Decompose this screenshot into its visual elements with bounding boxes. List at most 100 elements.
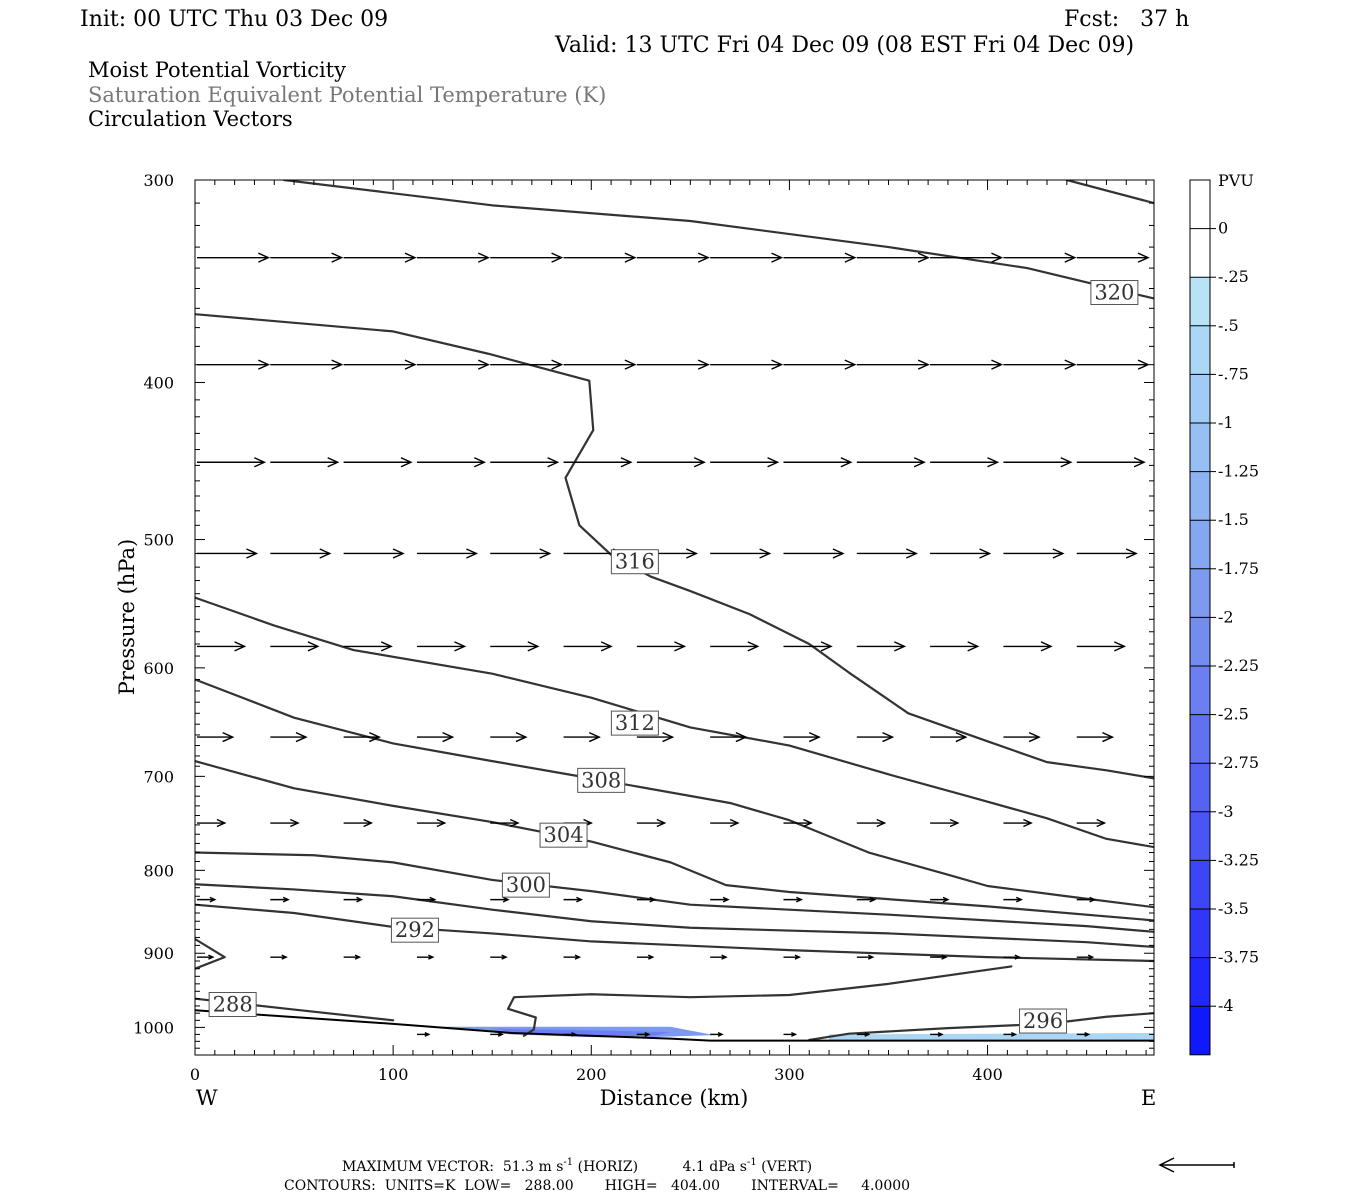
circulation-vector: [1003, 548, 1065, 559]
vector-head: [662, 731, 675, 743]
vector-head: [454, 641, 467, 652]
vector-head: [436, 818, 447, 828]
vector-head: [1133, 457, 1146, 468]
vector-head: [867, 954, 875, 960]
circulation-vector: [343, 641, 393, 652]
vector-head: [644, 1031, 651, 1037]
x-axis-label: Distance (km): [600, 1086, 749, 1110]
circulation-vector: [636, 954, 655, 960]
vector-head: [791, 1031, 798, 1037]
circulation-vector: [343, 896, 364, 903]
vector-head: [539, 548, 552, 559]
colorbar-segment: [1190, 520, 1210, 569]
circulation-vector: [416, 731, 455, 743]
vector-head: [937, 1031, 944, 1037]
circulation-vector: [490, 954, 508, 960]
vector-head: [882, 731, 895, 743]
circulation-vector: [270, 731, 308, 743]
axes-layer: 0 100 200 300 400 300 400 500 600 700 800 900 1000: [133, 171, 1154, 1084]
circulation-vector: [930, 359, 1004, 370]
circulation-vector: [710, 641, 760, 652]
vector-head: [767, 457, 780, 468]
vector-head: [722, 896, 730, 903]
vector-head: [1102, 731, 1115, 743]
colorbar-segment: [1190, 374, 1210, 423]
contour-label-box: [390, 917, 439, 943]
circulation-vector: [710, 252, 784, 263]
circulation-vector: [930, 252, 1004, 263]
contour-label-box: [610, 710, 659, 736]
vector-head: [281, 954, 288, 960]
vector-head: [1125, 548, 1138, 559]
field-title-vectors: Circulation Vectors: [88, 107, 293, 131]
vector-head: [1089, 896, 1097, 903]
vector-head: [864, 1031, 871, 1037]
circulation-vector: [636, 896, 657, 903]
colorbar-segment: [1190, 860, 1210, 909]
vector-head: [1087, 954, 1095, 960]
vector-head: [354, 954, 362, 960]
reference-vector-arrow: [1158, 1157, 1235, 1173]
circulation-vector: [710, 731, 748, 743]
vector-head: [803, 818, 813, 828]
vector-head: [735, 731, 748, 743]
circulation-vector: [416, 1031, 431, 1037]
vector-head: [808, 731, 821, 743]
circulation-vector: [270, 954, 288, 960]
colorbar-segment: [1190, 423, 1210, 472]
circulation-vector: [930, 731, 968, 743]
vector-head: [1137, 252, 1150, 263]
vector-head: [254, 457, 267, 468]
circulation-vector: [270, 252, 344, 263]
contour-label-box: [1090, 280, 1139, 306]
vector-head: [794, 954, 802, 960]
vector-head: [547, 457, 560, 468]
circulation-vector: [270, 457, 340, 468]
circulation-vector: [343, 548, 405, 559]
vector-head: [515, 731, 528, 743]
vector-head: [917, 359, 930, 370]
vector-head: [905, 548, 918, 559]
vector-head: [216, 818, 227, 828]
y-tick-label: 400: [143, 373, 174, 392]
contour-label-296: 296: [1019, 1008, 1068, 1034]
contour-label-box: [1019, 1008, 1068, 1034]
theta-contour-296: [808, 1012, 1154, 1042]
circulation-vector: [1076, 896, 1097, 903]
circulation-vector: [197, 731, 235, 743]
theta-contour-unlabeled-1: [1065, 180, 1154, 205]
vector-head: [771, 252, 784, 263]
circulation-vector: [1003, 641, 1053, 652]
vector-head: [1137, 359, 1150, 370]
y-tick-label: 800: [143, 861, 174, 880]
colorbar-unit: PVU: [1218, 171, 1254, 190]
circulation-vector: [636, 818, 667, 828]
circulation-vector: [636, 252, 710, 263]
circulation-vector: [197, 457, 267, 468]
circulation-vector: [1003, 896, 1023, 903]
circulation-vector: [197, 359, 271, 370]
contour-label-text: 308: [581, 768, 621, 792]
forecast-hour: Fcst: 37 h: [1064, 7, 1189, 32]
circulation-vector: [710, 954, 728, 960]
vector-head: [234, 641, 247, 652]
contour-label-text: 288: [213, 993, 253, 1017]
circulation-vector: [343, 954, 362, 960]
vector-head: [979, 548, 992, 559]
vector-head: [363, 818, 374, 828]
circulation-vector: [270, 818, 300, 828]
circulation-vector: [270, 548, 332, 559]
theta-contour-312: [195, 596, 1154, 849]
circulation-vector: [343, 359, 417, 370]
contour-label-text: 312: [615, 711, 655, 735]
vector-head: [917, 252, 930, 263]
colorbar-segment: [1190, 277, 1210, 326]
circulation-vector: [783, 954, 802, 960]
theta-contour-304: [195, 760, 1154, 922]
contour-label-300: 300: [501, 872, 550, 898]
circulation-vector: [856, 1031, 871, 1037]
vector-head: [576, 896, 584, 903]
vector-head: [686, 548, 699, 559]
colorbar-segment: [1190, 180, 1210, 229]
